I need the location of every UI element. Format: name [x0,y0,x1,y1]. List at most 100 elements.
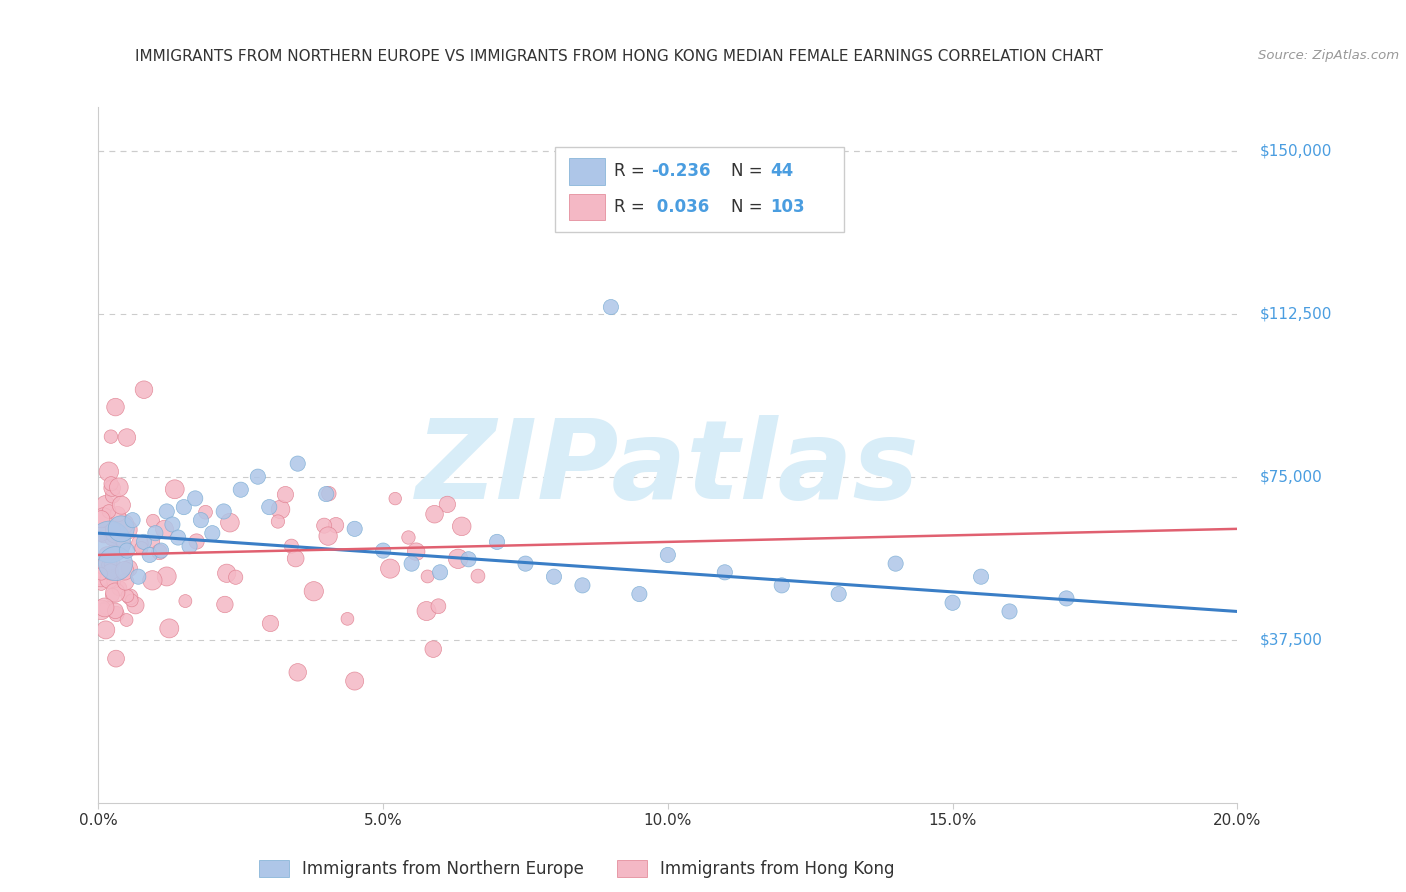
Point [104,585,127,599]
Point [124,599,146,613]
Point [970,570,993,584]
Point [112,538,135,552]
Point [422,642,444,657]
Point [515,557,537,571]
Point [416,569,439,583]
Point [162,517,184,532]
Point [315,487,337,501]
Point [100,476,122,491]
Point [117,589,139,603]
Point [132,383,155,397]
Point [90,512,112,526]
Text: ZIPatlas: ZIPatlas [416,416,920,523]
Point [179,539,201,553]
Point [101,531,124,545]
Point [543,570,565,584]
Point [384,491,406,506]
Point [114,564,136,578]
Point [90,568,112,582]
Point [108,582,131,596]
Point [401,557,423,571]
Point [942,596,965,610]
Point [111,534,134,549]
Point [103,555,125,569]
Point [105,651,128,665]
Point [138,548,160,562]
Point [101,523,124,537]
Point [97,504,120,518]
Text: $112,500: $112,500 [1260,306,1333,321]
Point [174,594,197,608]
Point [429,566,451,580]
Point [194,505,217,519]
Point [274,487,297,501]
Point [96,557,118,571]
Point [107,508,129,522]
Point [628,587,651,601]
Point [121,513,143,527]
Point [91,602,114,616]
Point [998,605,1021,619]
Point [90,570,112,584]
Point [336,612,359,626]
Point [186,534,208,549]
Point [457,552,479,566]
Point [415,604,437,618]
Point [104,400,127,414]
Point [127,570,149,584]
Point [190,513,212,527]
Point [770,578,793,592]
Point [104,604,127,618]
Point [105,607,128,621]
Point [828,587,851,601]
Point [229,483,252,497]
Text: IMMIGRANTS FROM NORTHERN EUROPE VS IMMIGRANTS FROM HONG KONG MEDIAN FEMALE EARNI: IMMIGRANTS FROM NORTHERN EUROPE VS IMMIG… [135,49,1102,64]
Text: 44: 44 [770,162,794,180]
Point [167,531,190,545]
Point [98,572,121,586]
Point [343,674,366,689]
Point [128,536,150,550]
Point [118,590,141,604]
Point [156,504,179,518]
Point [115,430,138,444]
Point [571,578,593,592]
Point [101,481,124,495]
Point [93,600,115,615]
Text: 103: 103 [770,198,806,216]
Point [100,429,122,443]
Point [225,570,247,584]
Point [201,526,224,541]
Point [117,523,139,537]
Point [219,516,242,530]
Point [90,577,112,591]
Text: R =: R = [614,162,651,180]
Point [103,531,125,545]
Point [148,545,170,559]
Point [115,543,138,558]
Point [318,486,340,500]
Point [112,517,135,532]
Point [104,557,127,571]
Point [157,621,180,635]
Point [287,457,309,471]
Point [1056,591,1078,606]
Point [405,544,427,558]
Point [316,529,339,543]
Point [212,504,235,518]
Point [427,599,450,614]
Point [96,548,118,562]
Point [423,507,446,521]
Text: N =: N = [731,162,768,180]
Point [142,514,165,528]
Point [100,557,122,571]
Point [259,616,281,631]
Point [314,518,336,533]
Point [132,534,155,549]
Point [103,545,125,559]
Text: N =: N = [731,198,768,216]
Point [93,510,115,524]
Point [98,534,121,549]
Point [398,531,420,545]
Point [325,518,347,533]
